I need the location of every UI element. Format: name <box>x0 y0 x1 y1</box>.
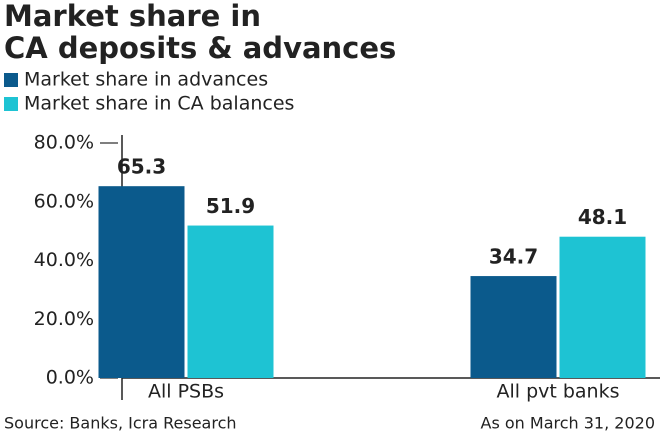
legend-swatch <box>4 73 18 87</box>
legend-swatch <box>4 97 18 111</box>
chart-title: Market share in <box>4 0 261 33</box>
note: As on March 31, 2020 <box>481 414 656 433</box>
bar <box>98 186 185 378</box>
y-tick-label: 0.0% <box>46 367 94 389</box>
value-label: 48.1 <box>578 205 627 229</box>
y-tick-label: 60.0% <box>34 190 94 212</box>
y-tick-label: 40.0% <box>34 249 94 271</box>
x-tick-label: All pvt banks <box>496 381 619 403</box>
bar <box>559 236 646 378</box>
legend-label: Market share in advances <box>24 69 268 91</box>
value-label: 51.9 <box>206 194 255 218</box>
legend-label: Market share in CA balances <box>24 93 294 115</box>
chart-title: CA deposits & advances <box>4 31 396 65</box>
value-label: 65.3 <box>117 155 166 179</box>
x-tick-label: All PSBs <box>148 381 224 403</box>
y-tick-label: 20.0% <box>34 308 94 330</box>
bar <box>187 225 274 378</box>
value-label: 34.7 <box>489 245 538 269</box>
source: Source: Banks, Icra Research <box>4 414 237 433</box>
y-tick-label: 80.0% <box>34 132 94 154</box>
bar <box>470 276 557 378</box>
